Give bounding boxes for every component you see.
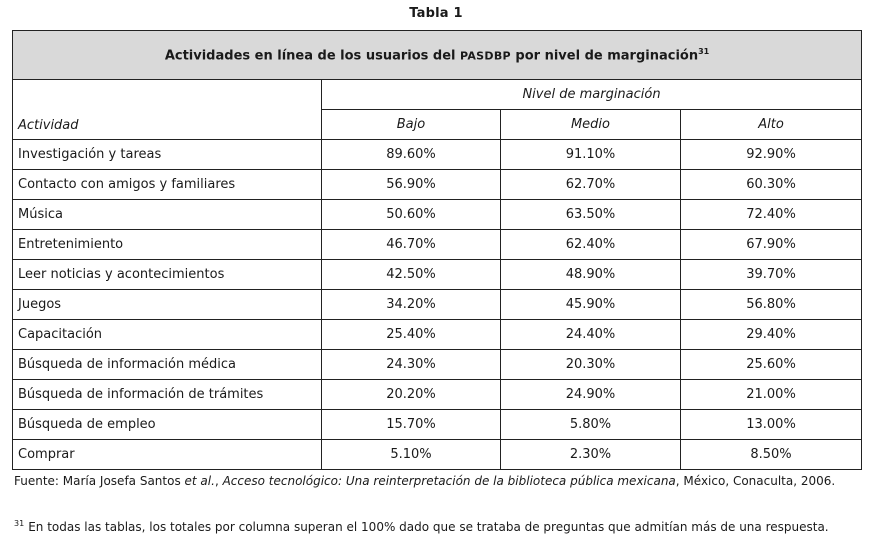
column-header-alto: Alto <box>679 109 863 140</box>
table-row: Música 50.60% 63.50% 72.40% <box>12 199 863 230</box>
alto-cell: 60.30% <box>679 169 863 200</box>
medio-cell: 48.90% <box>500 259 681 290</box>
table-row: Entretenimiento 46.70% 62.40% 67.90% <box>12 229 863 260</box>
table-caption: Tabla 1 <box>409 6 463 21</box>
bajo-cell: 89.60% <box>321 139 501 170</box>
alto-cell: 21.00% <box>679 379 863 410</box>
activities-table: Actividades en línea de los usuarios del… <box>11 30 863 470</box>
medio-cell: 24.90% <box>500 379 681 410</box>
activity-cell: Leer noticias y acontecimientos <box>12 259 322 290</box>
activity-cell: Entretenimiento <box>12 229 322 260</box>
activity-cell: Búsqueda de información de trámites <box>12 379 322 410</box>
alto-cell: 92.90% <box>679 139 863 170</box>
bajo-cell: 15.70% <box>321 409 501 440</box>
marginalization-group-header: Nivel de marginación <box>320 79 863 110</box>
column-header-bajo: Bajo <box>321 109 501 140</box>
table-row: Investigación y tareas 89.60% 91.10% 92.90% <box>12 139 863 170</box>
alto-cell: 39.70% <box>679 259 863 290</box>
alto-cell: 29.40% <box>679 319 863 350</box>
activity-cell: Contacto con amigos y familiares <box>12 169 322 200</box>
table-title: Actividades en línea de los usuarios del… <box>11 30 863 80</box>
activity-cell: Búsqueda de información médica <box>12 349 322 380</box>
table-row: Búsqueda de información médica 24.30% 20.3… <box>12 349 863 380</box>
footnote-number: 31 <box>14 519 25 528</box>
activity-cell: Música <box>12 199 322 230</box>
bajo-cell: 46.70% <box>321 229 501 260</box>
medio-cell: 62.40% <box>500 229 681 260</box>
medio-cell: 62.70% <box>500 169 681 200</box>
medio-cell: 2.30% <box>500 439 681 470</box>
bajo-cell: 24.30% <box>321 349 501 380</box>
column-header-medio: Medio <box>500 109 681 140</box>
table-row: Búsqueda de información de trámites 20.20… <box>12 379 863 410</box>
bajo-cell: 42.50% <box>321 259 501 290</box>
activity-cell: Comprar <box>12 439 322 470</box>
alto-cell: 56.80% <box>679 289 863 320</box>
source-note: Fuente: María Josefa Santos et al., Acce… <box>14 474 836 488</box>
medio-cell: 45.90% <box>500 289 681 320</box>
activity-column-header: Actividad <box>12 79 322 140</box>
alto-cell: 67.90% <box>679 229 863 260</box>
table-row: Capacitación 25.40% 24.40% 29.40% <box>12 319 863 350</box>
alto-cell: 8.50% <box>679 439 863 470</box>
activity-cell: Investigación y tareas <box>12 139 322 170</box>
table-row: Contacto con amigos y familiares 56.90% 62… <box>12 169 863 200</box>
medio-cell: 91.10% <box>500 139 681 170</box>
footnote: 31 En todas las tablas, los totales por c… <box>14 519 829 534</box>
title-footnote-ref: 31 <box>698 46 710 56</box>
alto-cell: 25.60% <box>679 349 863 380</box>
table-row: Leer noticias y acontecimientos 42.50% 48.… <box>12 259 863 290</box>
alto-cell: 72.40% <box>679 199 863 230</box>
bajo-cell: 34.20% <box>321 289 501 320</box>
bajo-cell: 5.10% <box>321 439 501 470</box>
table-row: Juegos 34.20% 45.90% 56.80% <box>12 289 863 320</box>
medio-cell: 63.50% <box>500 199 681 230</box>
footnote-text: En todas las tablas, los totales por col… <box>28 520 829 534</box>
table-row: Búsqueda de empleo 15.70% 5.80% 13.00% <box>12 409 863 440</box>
alto-cell: 13.00% <box>679 409 863 440</box>
medio-cell: 5.80% <box>500 409 681 440</box>
activity-cell: Juegos <box>12 289 322 320</box>
medio-cell: 20.30% <box>500 349 681 380</box>
bajo-cell: 20.20% <box>321 379 501 410</box>
table-row: Comprar 5.10% 2.30% 8.50% <box>12 439 863 470</box>
bajo-cell: 25.40% <box>321 319 501 350</box>
medio-cell: 24.40% <box>500 319 681 350</box>
activity-cell: Capacitación <box>12 319 322 350</box>
activity-cell: Búsqueda de empleo <box>12 409 322 440</box>
bajo-cell: 56.90% <box>321 169 501 200</box>
bajo-cell: 50.60% <box>321 199 501 230</box>
